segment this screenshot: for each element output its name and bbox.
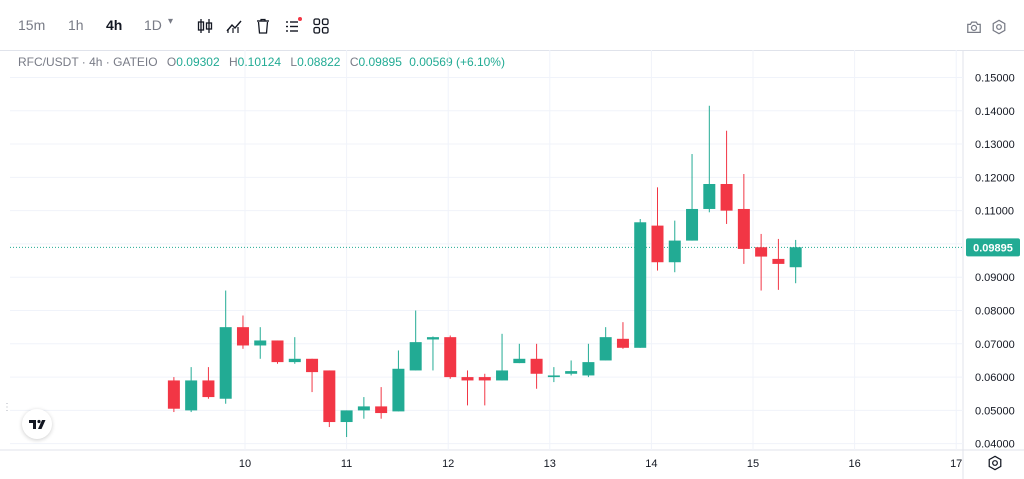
candle-down[interactable]: [737, 208, 750, 249]
candle-up[interactable]: [219, 327, 232, 399]
last-price-label: 0.09895: [973, 242, 1013, 254]
trash-icon[interactable]: [254, 17, 272, 35]
x-tick-label: 17: [950, 458, 962, 470]
candle-down[interactable]: [530, 358, 543, 374]
indicators-icon[interactable]: [225, 17, 243, 35]
x-tick-label: 14: [645, 458, 657, 470]
open-label: O: [166, 55, 177, 69]
candle-down[interactable]: [651, 225, 664, 263]
candle-up[interactable]: [513, 358, 526, 364]
chevron-down-icon[interactable]: ▾: [168, 16, 174, 27]
candle-down[interactable]: [306, 358, 319, 373]
y-tick-label: 0.07000: [975, 339, 1015, 351]
candle-up[interactable]: [357, 406, 370, 411]
candle-down[interactable]: [271, 340, 284, 363]
y-tick-label: 0.14000: [975, 106, 1015, 118]
change-value: 0.00569 (+6.10%): [409, 55, 505, 69]
candle-down[interactable]: [202, 380, 215, 398]
grid-icon[interactable]: [312, 17, 330, 35]
timeframe-4h[interactable]: 4h: [106, 17, 123, 33]
close-value: 0.09895: [358, 55, 402, 69]
candle-up[interactable]: [634, 222, 647, 348]
candle-up[interactable]: [409, 342, 422, 371]
candle-down[interactable]: [772, 258, 785, 264]
tradingview-logo[interactable]: [22, 409, 52, 439]
y-tick-label: 0.04000: [975, 439, 1015, 451]
timeframe-1h[interactable]: 1h: [68, 17, 84, 33]
high-label: H: [229, 55, 238, 69]
candle-up[interactable]: [340, 410, 353, 423]
symbol-title: RFC/USDT · 4h · GATEIO: [18, 55, 158, 69]
close-label: C: [349, 55, 359, 69]
candle-up[interactable]: [426, 337, 439, 340]
candle-up[interactable]: [703, 183, 716, 209]
candle-up[interactable]: [599, 337, 612, 361]
y-tick-label: 0.08000: [975, 306, 1015, 318]
list-icon[interactable]: [284, 17, 302, 35]
candle-down[interactable]: [616, 338, 629, 348]
candle-up[interactable]: [686, 208, 699, 241]
y-tick-label: 0.11000: [975, 206, 1014, 218]
candle-up[interactable]: [565, 371, 578, 374]
candle-down[interactable]: [461, 377, 474, 381]
low-value: 0.08822: [297, 55, 341, 69]
y-tick-label: 0.13000: [975, 139, 1015, 151]
x-tick-label: 10: [239, 458, 251, 470]
y-tick-label: 0.05000: [975, 405, 1015, 417]
drag-handle-icon[interactable]: ⋮: [2, 402, 12, 413]
high-value: 0.10124: [237, 55, 282, 69]
candle-down[interactable]: [755, 247, 768, 257]
low-label: L: [290, 55, 298, 69]
camera-icon[interactable]: [966, 19, 982, 35]
x-tick-label: 16: [848, 458, 860, 470]
y-tick-label: 0.12000: [975, 172, 1015, 184]
candle-up[interactable]: [288, 358, 301, 363]
candle-up[interactable]: [668, 240, 681, 263]
timeframe-1d[interactable]: 1D: [144, 17, 162, 33]
x-tick-label: 11: [341, 458, 352, 470]
y-tick-label: 0.09000: [975, 272, 1015, 284]
candle-up[interactable]: [392, 368, 405, 412]
x-tick-label: 12: [442, 458, 454, 470]
open-value: 0.09302: [176, 55, 220, 69]
y-tick-label: 0.15000: [975, 72, 1015, 84]
candle-up[interactable]: [547, 375, 560, 378]
settings-icon[interactable]: [991, 19, 1007, 35]
candle-up[interactable]: [254, 340, 267, 346]
candles-icon[interactable]: [196, 17, 214, 35]
timeframe-15m[interactable]: 15m: [18, 17, 46, 33]
candle-up[interactable]: [582, 362, 595, 376]
y-tick-label: 0.06000: [975, 372, 1015, 384]
candle-down[interactable]: [167, 380, 180, 409]
candle-up[interactable]: [789, 247, 802, 268]
candle-down[interactable]: [236, 327, 249, 346]
chart-toolbar: 15m 1h 4h 1D ▾: [0, 0, 1024, 51]
x-tick-label: 13: [544, 458, 556, 470]
candle-down[interactable]: [444, 337, 457, 378]
candle-down[interactable]: [720, 183, 733, 211]
candle-up[interactable]: [496, 370, 509, 381]
x-tick-label: 15: [747, 458, 759, 470]
candle-up[interactable]: [185, 380, 198, 411]
candle-down[interactable]: [478, 377, 491, 381]
last-price-badge: [966, 238, 1020, 257]
candle-down[interactable]: [375, 406, 388, 414]
chart-legend: RFC/USDT · 4h · GATEIO O0.09302 H0.10124…: [18, 55, 505, 69]
candle-down[interactable]: [323, 370, 336, 423]
settings-icon[interactable]: [987, 455, 1003, 471]
